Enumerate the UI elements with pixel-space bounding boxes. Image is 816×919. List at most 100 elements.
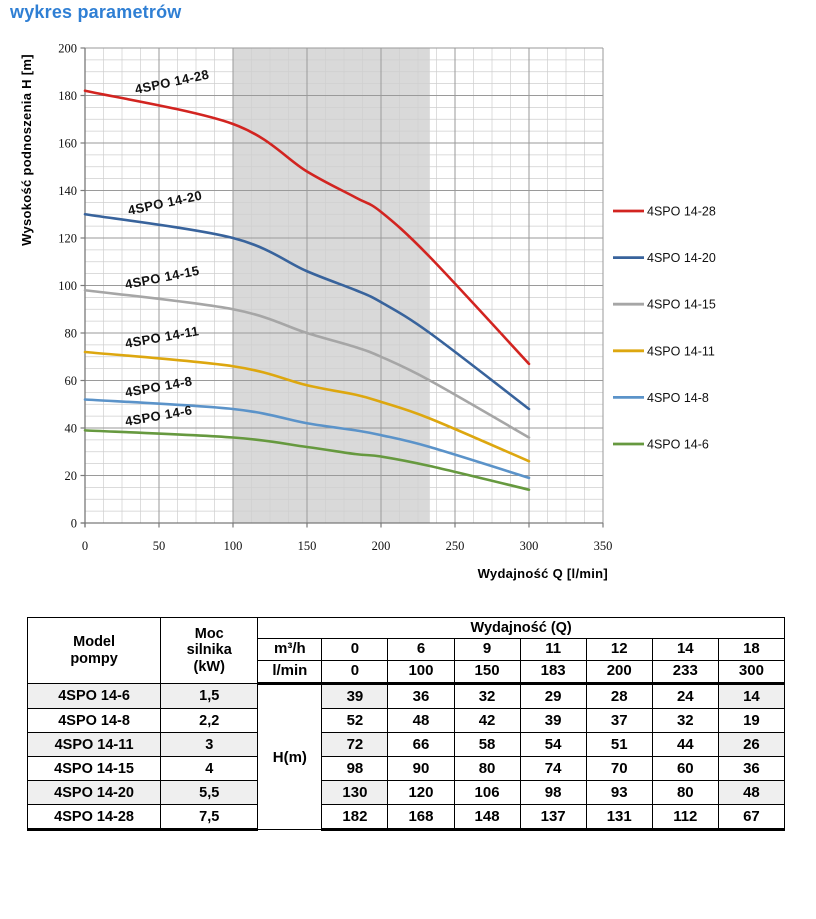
head-value-cell: 39 — [519, 708, 587, 733]
head-value-cell: 29 — [519, 683, 587, 709]
table-row: 4SPO 14-20 5,5 130 120 106 98 93 80 48 — [26, 780, 786, 805]
curve-4spo-14-8 — [83, 398, 531, 480]
y-tick-label: 40 — [65, 422, 78, 436]
head-value-cell: 106 — [453, 780, 521, 805]
y-tick-label: 200 — [58, 42, 77, 56]
head-value-cell: 32 — [453, 683, 521, 709]
motor-power-cell: 3 — [160, 732, 259, 757]
head-value-cell: 60 — [651, 756, 719, 781]
head-value-cell: 52 — [321, 708, 389, 733]
row-q-m3h: m³/h 0 6 9 11 12 14 18 — [28, 638, 786, 661]
motor-power-cell: 2,2 — [160, 708, 259, 733]
col-header-q-group: Wydajność (Q) — [257, 617, 785, 639]
curve-4spo-14-11 — [83, 350, 531, 463]
y-tick-label: 160 — [58, 137, 77, 151]
q-lmin-value: 100 — [387, 660, 455, 685]
x-tick-label: 150 — [298, 539, 317, 553]
table-row: 4SPO 14-8 2,2 52 48 42 39 37 32 19 — [26, 708, 786, 733]
curve-4spo-14-28 — [83, 89, 531, 366]
legend-item: 4SPO 14-28 — [613, 205, 716, 219]
head-value-cell: 120 — [387, 780, 455, 805]
head-value-cell: 48 — [387, 708, 455, 733]
legend: 4SPO 14-28 4SPO 14-20 4SPO 14-15 4SPO 14-11… — [613, 205, 716, 452]
col-header-model: Model pompy — [26, 617, 162, 684]
head-value-cell: 51 — [585, 732, 653, 757]
head-value-cell: 32 — [651, 708, 719, 733]
legend-label: 4SPO 14-11 — [647, 344, 715, 358]
q-m3h-value: 12 — [585, 638, 653, 661]
head-value-cell: 36 — [387, 683, 455, 709]
head-value-cell: 36 — [717, 756, 786, 781]
table-row: 4SPO 14-6 1,5 H(m) 39 36 32 29 28 24 14 — [26, 683, 786, 830]
head-value-cell: 131 — [585, 804, 653, 831]
q-m3h-value: 6 — [387, 638, 455, 661]
legend-label: 4SPO 14-8 — [647, 391, 709, 405]
table-row: 4SPO 14-28 7,5 182 168 148 137 131 112 67 — [26, 804, 786, 831]
pump-curves-chart: 0 20 40 60 80 100 120 140 160 180 200 0 50 100 150 200 2… — [19, 42, 716, 582]
head-value-cell: 98 — [321, 756, 389, 781]
head-value-cell: 14 — [717, 683, 786, 709]
q-lmin-value: 233 — [651, 660, 719, 685]
legend-label: 4SPO 14-20 — [647, 251, 716, 265]
y-tick-label: 180 — [58, 89, 77, 103]
head-value-cell: 66 — [387, 732, 455, 757]
parameters-table: Model pompy Moc silnika (kW) Wydajność (… — [26, 617, 786, 831]
q-m3h-value: 0 — [321, 638, 389, 661]
curve-4spo-14-20 — [83, 212, 531, 411]
head-value-cell: 74 — [519, 756, 587, 781]
head-value-cell: 80 — [651, 780, 719, 805]
q-m3h-value: 14 — [651, 638, 719, 661]
legend-label: 4SPO 14-6 — [647, 438, 709, 452]
pump-model-cell: 4SPO 14-6 — [26, 683, 162, 709]
legend-label: 4SPO 14-15 — [647, 298, 716, 312]
curve-label-4spo-14-15: 4SPO 14-15 — [124, 263, 201, 292]
head-value-cell: 19 — [717, 708, 786, 733]
legend-item: 4SPO 14-11 — [613, 344, 715, 358]
y-tick-label: 0 — [71, 517, 77, 531]
legend-item: 4SPO 14-15 — [613, 298, 716, 312]
x-axis-title: Wydajność Q [l/min] — [478, 566, 608, 581]
head-value-cell: 130 — [321, 780, 389, 805]
legend-label: 4SPO 14-28 — [647, 205, 716, 219]
head-value-cell: 28 — [585, 683, 653, 709]
motor-power-cell: 5,5 — [160, 780, 259, 805]
col-header-power: Moc silnika (kW) — [160, 617, 259, 684]
curve-label-4spo-14-28: 4SPO 14-28 — [134, 67, 211, 97]
head-value-cell: 67 — [717, 804, 786, 831]
q-lmin-value: 200 — [585, 660, 653, 685]
head-value-cell: 26 — [717, 732, 786, 757]
y-tick-label: 120 — [58, 232, 77, 246]
head-value-cell: 72 — [321, 732, 389, 757]
x-tick-label: 50 — [153, 539, 166, 553]
table-header: Model pompy Moc silnika (kW) Wydajność (… — [26, 617, 786, 685]
y-tick-label: 80 — [65, 327, 78, 341]
y-tick-label: 100 — [58, 279, 77, 293]
head-value-cell: 54 — [519, 732, 587, 757]
head-value-cell: 44 — [651, 732, 719, 757]
x-tick-label: 250 — [446, 539, 465, 553]
q-m3h-value: 9 — [453, 638, 521, 661]
y-tick-label: 60 — [65, 374, 78, 388]
head-value-cell: 93 — [585, 780, 653, 805]
head-value-cell: 148 — [453, 804, 521, 831]
x-tick-label: 350 — [594, 539, 613, 553]
row-q-lmin: l/min 0 100 150 183 200 233 300 — [28, 660, 786, 685]
x-tick-label: 100 — [224, 539, 243, 553]
table-body: 4SPO 14-6 1,5 H(m) 39 36 32 29 28 24 14 4SPO 14-8 2… — [26, 683, 786, 831]
legend-item: 4SPO 14-6 — [613, 438, 709, 452]
head-value-cell: 24 — [651, 683, 719, 709]
q-lmin-value: 183 — [519, 660, 587, 685]
pump-model-cell: 4SPO 14-11 — [26, 732, 162, 757]
head-value-cell: 37 — [585, 708, 653, 733]
legend-item: 4SPO 14-20 — [613, 251, 716, 265]
head-value-cell: 80 — [453, 756, 521, 781]
q-lmin-value: 150 — [453, 660, 521, 685]
unit-lmin: l/min — [257, 660, 323, 685]
head-value-cell: 48 — [717, 780, 786, 805]
unit-m3h: m³/h — [257, 638, 323, 661]
head-value-cell: 58 — [453, 732, 521, 757]
q-m3h-value: 11 — [519, 638, 587, 661]
x-tick-label: 200 — [372, 539, 391, 553]
table-row: 4SPO 14-11 3 72 66 58 54 51 44 26 — [26, 732, 786, 757]
head-value-cell: 39 — [321, 683, 389, 709]
